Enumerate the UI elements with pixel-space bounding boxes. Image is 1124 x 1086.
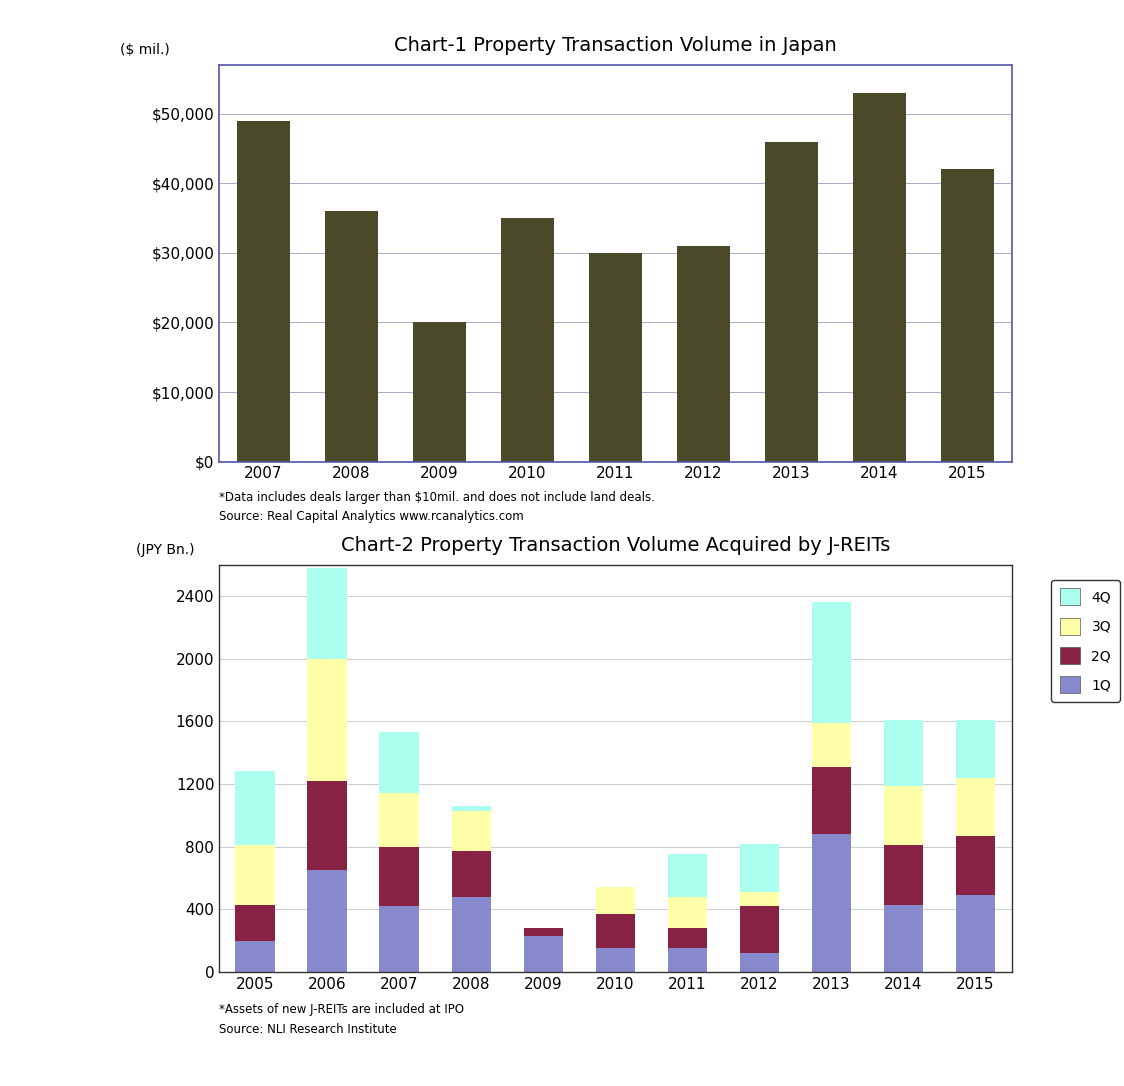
Bar [452,897,491,972]
Bar [853,93,906,462]
Bar [883,905,923,972]
Bar [235,940,275,972]
Bar [812,767,851,834]
Bar [524,929,563,936]
Bar [668,855,707,897]
Text: *Data includes deals larger than $10mil. and does not include land deals.: *Data includes deals larger than $10mil.… [219,491,655,504]
Bar [668,929,707,948]
Bar [668,948,707,972]
Bar [812,834,851,972]
Bar [596,914,635,948]
Text: ($ mil.): ($ mil.) [120,43,170,58]
Bar [941,169,994,462]
Bar [380,906,419,972]
Bar [883,845,923,905]
Bar [452,851,491,897]
Bar [524,936,563,972]
Bar [501,218,554,462]
Bar [812,603,851,723]
Bar [235,905,275,940]
Bar [380,732,419,794]
Bar [308,659,347,781]
Bar [325,211,378,462]
Bar [235,845,275,905]
Title: Chart-2 Property Transaction Volume Acquired by J-REITs: Chart-2 Property Transaction Volume Acqu… [341,535,890,555]
Bar [740,954,779,972]
Bar [380,794,419,847]
Legend: 4Q, 3Q, 2Q, 1Q: 4Q, 3Q, 2Q, 1Q [1051,580,1120,702]
Bar [452,806,491,810]
Bar [308,870,347,972]
Bar [955,836,996,895]
Text: Source: NLI Research Institute: Source: NLI Research Institute [219,1023,397,1036]
Bar [740,892,779,906]
Bar [955,778,996,836]
Bar [765,141,818,462]
Bar [883,785,923,845]
Bar [413,323,465,462]
Bar [740,844,779,892]
Bar [237,121,290,462]
Bar [308,781,347,870]
Text: *Assets of new J-REITs are included at IPO: *Assets of new J-REITs are included at I… [219,1003,464,1016]
Bar [308,568,347,659]
Bar [452,810,491,851]
Bar [589,253,642,462]
Bar [677,245,729,462]
Bar [668,897,707,929]
Bar [740,906,779,954]
Text: (JPY Bn.): (JPY Bn.) [136,543,194,556]
Bar [812,723,851,767]
Title: Chart-1 Property Transaction Volume in Japan: Chart-1 Property Transaction Volume in J… [395,36,836,55]
Bar [596,948,635,972]
Bar [955,895,996,972]
Text: Source: Real Capital Analytics www.rcanalytics.com: Source: Real Capital Analytics www.rcana… [219,510,524,523]
Bar [883,720,923,785]
Bar [380,847,419,906]
Bar [235,771,275,845]
Bar [955,720,996,778]
Bar [596,887,635,914]
